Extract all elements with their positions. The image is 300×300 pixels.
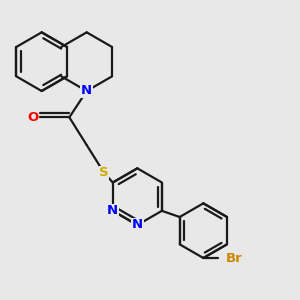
Text: N: N — [107, 204, 118, 217]
Text: S: S — [99, 166, 109, 179]
Text: N: N — [81, 85, 92, 98]
Text: Br: Br — [226, 251, 242, 265]
Text: N: N — [132, 218, 143, 232]
Text: O: O — [27, 111, 38, 124]
